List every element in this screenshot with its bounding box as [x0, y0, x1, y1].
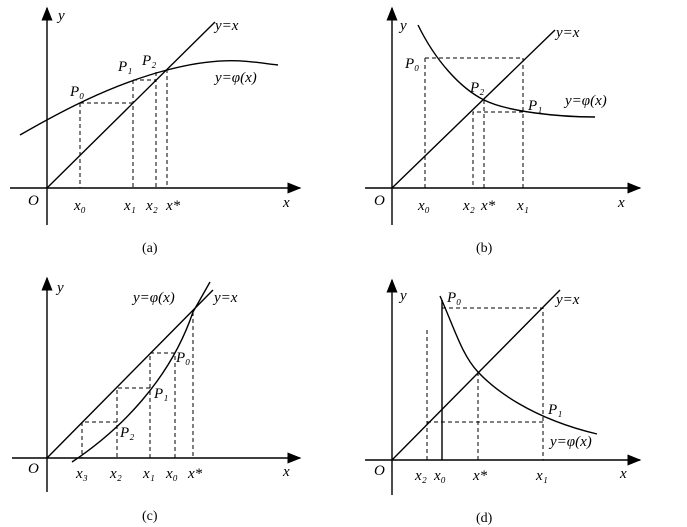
x-tick-label: x₁ — [142, 466, 155, 482]
point-label: P₀ — [446, 290, 461, 306]
x-tick-label: x₀ — [417, 198, 430, 214]
line-label: y=x — [212, 290, 238, 306]
y-label: y — [56, 8, 65, 24]
x-tick-label: x₃ — [75, 466, 88, 482]
x-tick-label: x₂ — [462, 198, 475, 214]
x-tick-label: x₀ — [73, 198, 86, 214]
identity-line — [46, 289, 214, 459]
x-tick-label: x₀ — [433, 468, 446, 484]
caption: (c) — [142, 509, 158, 524]
y-label: y — [55, 280, 64, 296]
x-tick-label: x* — [187, 466, 203, 482]
x-label: x — [282, 464, 290, 480]
curve-label: y=φ(x) — [548, 434, 592, 450]
point-label: P₂ — [141, 53, 156, 69]
identity-line — [391, 29, 556, 189]
iteration-path — [424, 57, 524, 188]
curve-label: y=φ(x) — [131, 290, 175, 306]
origin: O — [28, 461, 39, 477]
point-label: P₀ — [69, 84, 84, 100]
x-tick-label: x* — [480, 198, 496, 214]
x-tick-label: x₂ — [109, 466, 122, 482]
x-tick-label: x₁ — [516, 198, 529, 214]
x-tick-label: x* — [165, 198, 181, 214]
origin: O — [28, 193, 39, 209]
x-label: x — [617, 195, 625, 211]
panel-a: y x O y=x y=φ(x) P₀ P₁ P₂ x₀ x₁ x₂ x* (a… — [10, 6, 302, 256]
point-label: P₀ — [175, 350, 190, 366]
iteration-path — [426, 307, 544, 460]
x-tick-label: x₁ — [535, 468, 548, 484]
caption: (b) — [476, 241, 493, 256]
point-label: P₁ — [547, 402, 562, 418]
iteration-path — [79, 69, 168, 188]
x-tick-label: x₀ — [165, 466, 178, 482]
point-label: P₂ — [469, 80, 484, 96]
x-label: x — [619, 466, 627, 482]
x-tick-label: x* — [472, 468, 488, 484]
point-label: P₁ — [117, 59, 132, 75]
identity-line — [391, 289, 561, 461]
origin: O — [374, 193, 385, 209]
point-label: P₀ — [404, 56, 419, 72]
point-label: P₁ — [527, 98, 542, 114]
x-label: x — [282, 195, 290, 211]
x-tick-label: x₁ — [123, 198, 136, 214]
line-label: y=x — [554, 292, 580, 308]
identity-line — [46, 21, 216, 189]
point-label: P₂ — [119, 425, 134, 441]
point-label: P₁ — [153, 386, 168, 402]
curve — [71, 281, 211, 463]
curve-label: y=φ(x) — [563, 93, 607, 109]
line-label: y=x — [554, 25, 580, 41]
panel-c: y x O y=x y=φ(x) P₀ P₁ P₂ x₃ x₂ x₁ x₀ x*… — [12, 276, 302, 524]
curve — [439, 295, 598, 435]
x-tick-label: x₂ — [414, 468, 427, 484]
panel-b: y x O y=x y=φ(x) P₀ P₂ P₁ x₀ x₂ x* x₁ (b… — [365, 6, 642, 256]
y-label: y — [398, 18, 407, 34]
y-label: y — [398, 288, 407, 304]
curve-label: y=φ(x) — [213, 70, 257, 86]
iteration-path — [81, 312, 194, 458]
x-tick-label: x₂ — [145, 198, 158, 214]
caption: (d) — [476, 511, 493, 526]
origin: O — [374, 463, 385, 479]
line-label: y=x — [213, 18, 239, 34]
panel-d: y x O y=x y=φ(x) P₀ P₁ x₂ x₀ x* x₁ (d) — [365, 278, 642, 526]
caption: (a) — [142, 241, 158, 256]
